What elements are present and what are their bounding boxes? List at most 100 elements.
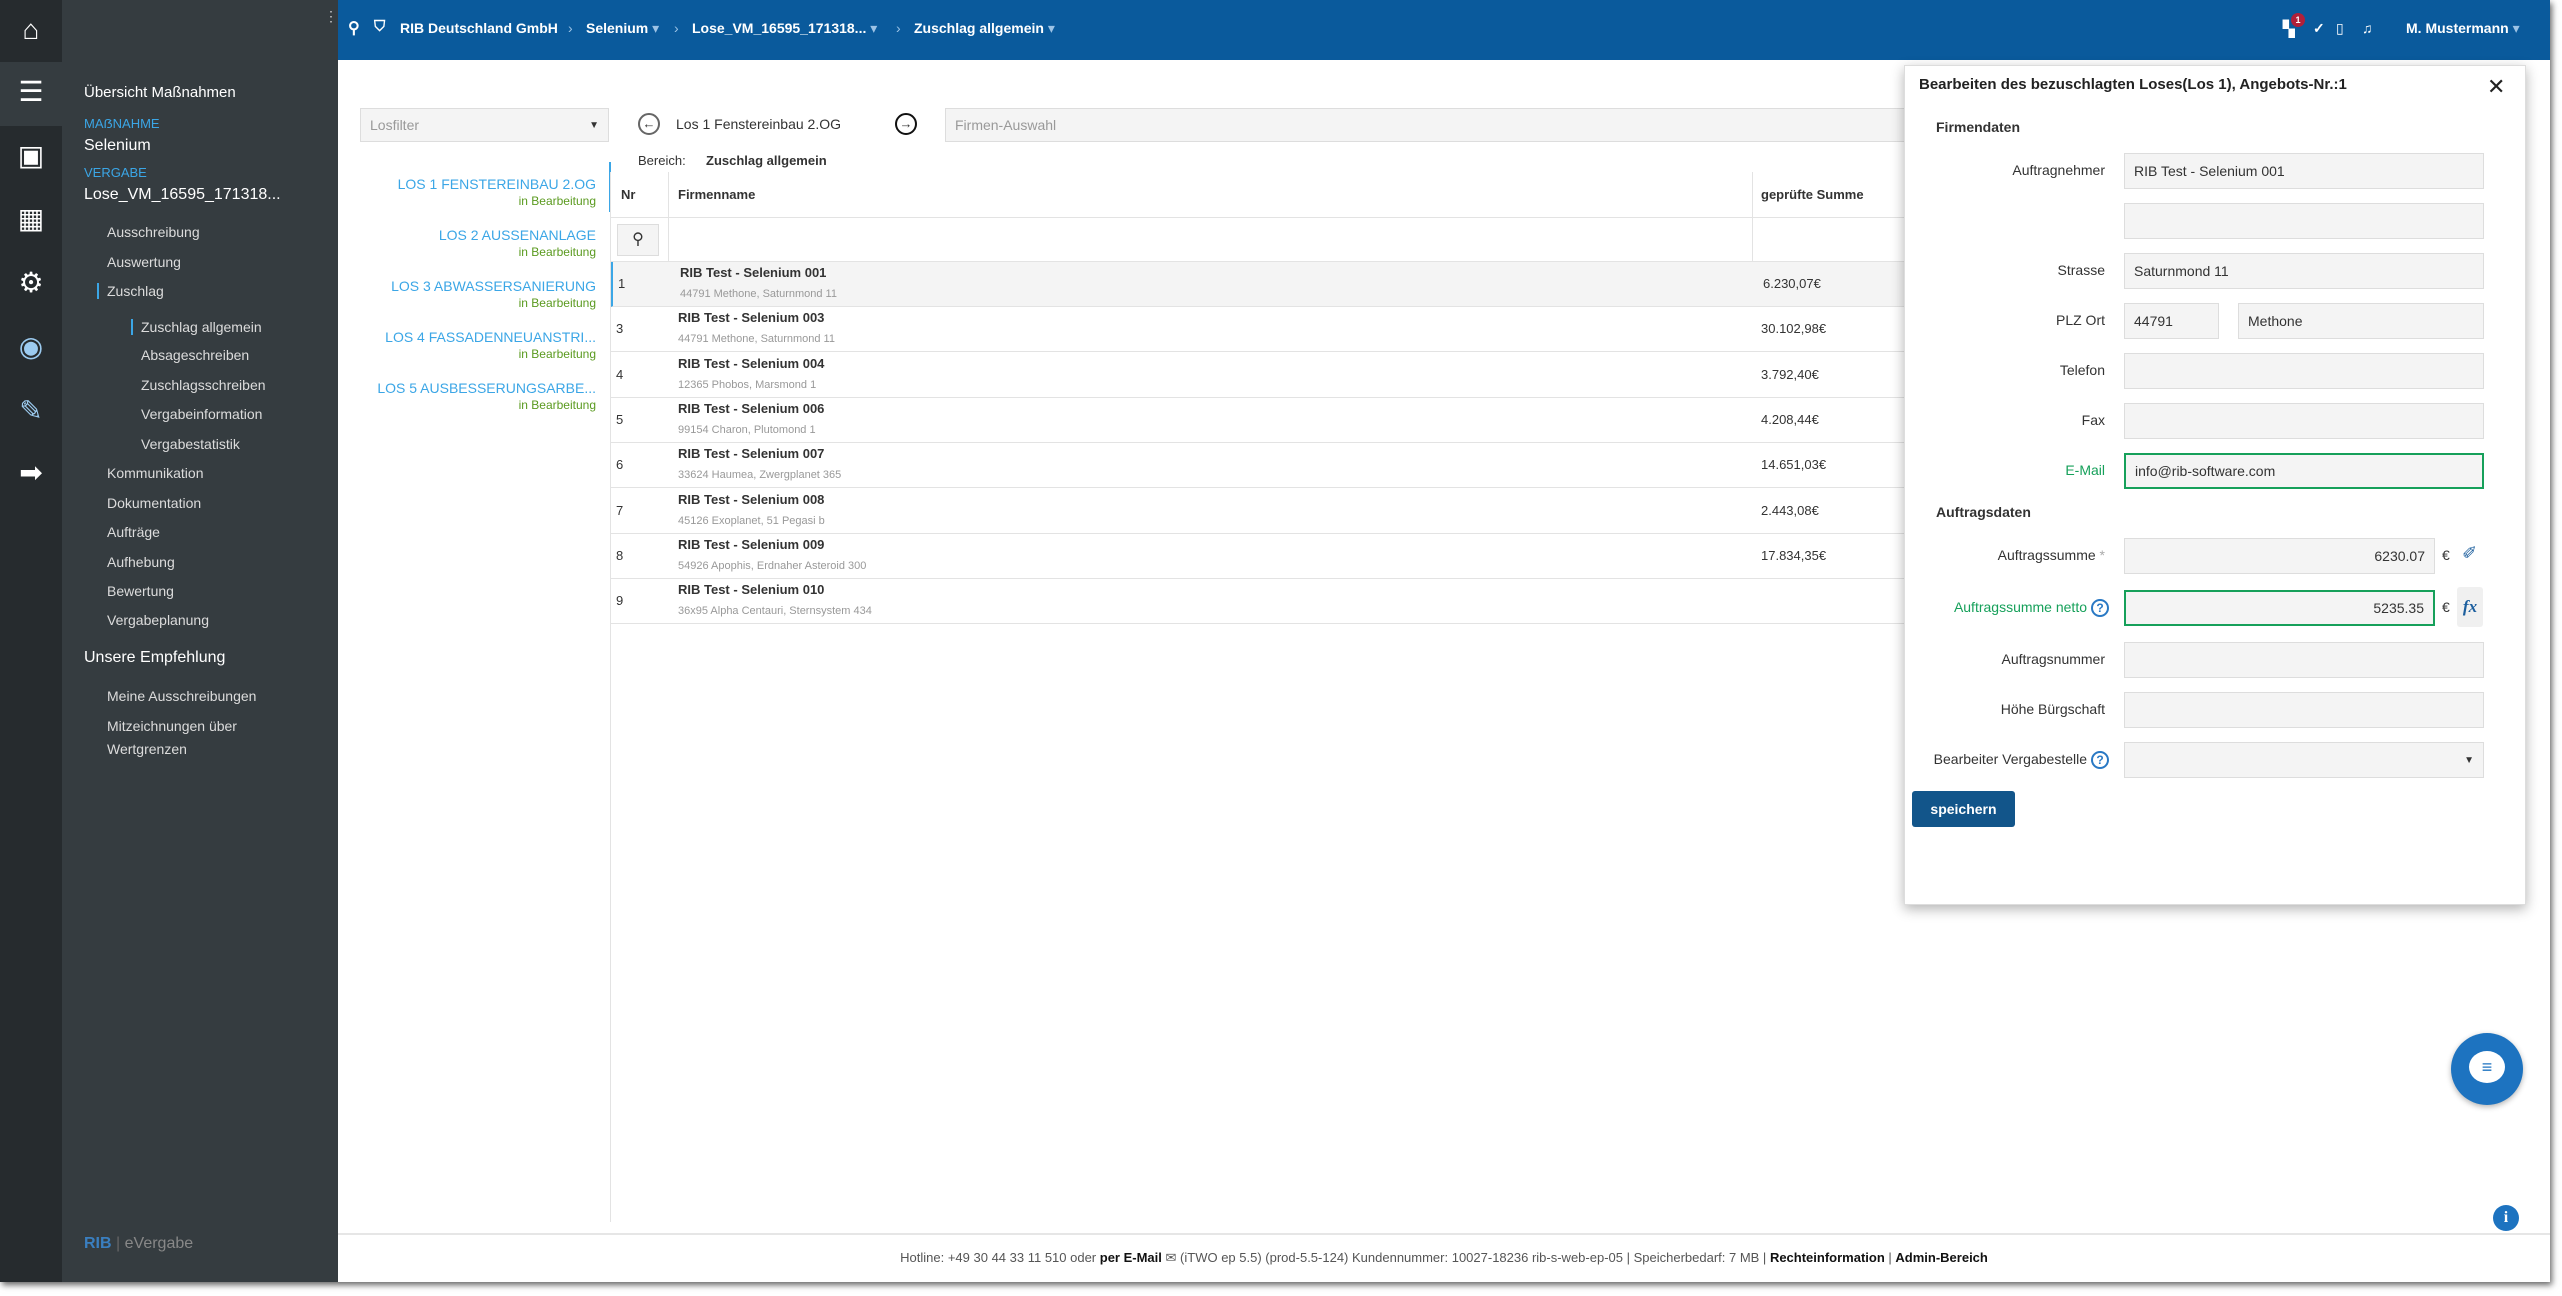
rechteinformation-link[interactable]: Rechteinformation [1769,1250,1885,1265]
paperclip-icon[interactable]: ✎ [19,395,43,426]
sidebar-item-meine-ausschreibungen[interactable]: Meine Ausschreibungen [107,688,257,704]
row-nr: 5 [616,411,624,427]
plz-input[interactable]: 44791 [2124,303,2219,339]
auftragnehmer2-input[interactable] [2124,203,2484,239]
row-summe: 14.651,03€ [1761,457,1827,473]
sidebar-item-zuschlag-allgemein[interactable]: Zuschlag allgemein [131,319,262,335]
home-icon[interactable]: ⌂ [22,14,40,45]
row-firmenname: RIB Test - Selenium 007 [678,446,825,462]
list-icon[interactable]: ☰ [18,76,44,107]
next-lot-icon[interactable]: → [895,113,917,135]
row-firmenname: RIB Test - Selenium 009 [678,536,825,552]
close-icon[interactable]: ✕ [2487,74,2506,99]
sidebar-item-vergabeinformation[interactable]: Vergabeinformation [141,406,263,422]
breadcrumb-vergabe[interactable]: Lose_VM_16595_171318... ▾ [692,20,878,36]
save-button[interactable]: speichern [1912,791,2015,827]
formula-icon[interactable]: fx [2457,587,2483,627]
lot-status: in Bearbeitung [518,296,596,310]
table-row[interactable]: 4 RIB Test - Selenium 004 12365 Phobos, Ma… [611,353,1904,398]
search-filter-button[interactable]: ⚲ [617,224,659,256]
sidebar-item-auswertung[interactable]: Auswertung [107,254,181,270]
table-row[interactable]: 1 RIB Test - Selenium 001 44791 Methone, S… [611,262,1904,307]
row-address: 44791 Methone, Saturnmond 11 [680,288,837,300]
col-nr[interactable]: Nr [621,187,636,202]
bearbeiter-label: Bearbeiter Vergabestelle? [1934,751,2109,770]
lot-item[interactable]: LOS 3 ABWASSERSANIERUNG in Bearbeitung [346,278,596,310]
previous-lot-icon[interactable]: ← [638,113,660,135]
logout-icon[interactable]: ➡ [19,457,43,488]
auftragsnummer-input[interactable] [2124,642,2484,678]
contact-icon[interactable]: ▣ [17,140,45,171]
telefon-input[interactable] [2124,353,2484,389]
table-row[interactable]: 5 RIB Test - Selenium 006 99154 Charon, Pl… [611,398,1904,443]
netto-input[interactable]: 5235.35 [2124,590,2435,626]
eyedropper-icon[interactable]: ✐ [2462,543,2478,563]
breadcrumb-page[interactable]: Zuschlag allgemein ▾ [914,20,1055,36]
kebab-menu-icon[interactable]: ⋮ [324,8,338,24]
sidebar-item-mitzeichnungen[interactable]: Mitzeichnungen über Wertgrenzen [107,718,237,757]
tasks-icon[interactable]: ▚ 1 [2283,13,2305,38]
table-row[interactable]: 7 RIB Test - Selenium 008 45126 Exoplanet,… [611,489,1904,534]
sidebar-item-vergabeplanung[interactable]: Vergabeplanung [107,612,209,628]
breadcrumb-company[interactable]: RIB Deutschland GmbH [400,20,558,36]
row-firmenname: RIB Test - Selenium 001 [680,265,827,280]
sidebar-item-aufhebung[interactable]: Aufhebung [107,554,175,570]
gear-icon[interactable]: ⚙ [18,267,44,298]
sidebar-item-absageschreiben[interactable]: Absageschreiben [141,347,250,363]
table-row[interactable]: 8 RIB Test - Selenium 009 54926 Apophis, E… [611,534,1904,579]
user-menu[interactable]: M. Mustermann ▾ [2406,20,2520,36]
sidebar-item-kommunikation[interactable]: Kommunikation [107,465,204,481]
vergabe-name[interactable]: Lose_VM_16595_171318... [84,186,281,203]
lot-item[interactable]: LOS 4 FASSADENNEUANSTRI... in Bearbeitung [346,329,596,361]
calendar-icon[interactable]: ▦ [17,203,45,234]
info-icon[interactable]: i [2493,1205,2519,1231]
sidebar-item-vergabestatistik[interactable]: Vergabestatistik [141,436,240,452]
auftragnehmer-input[interactable]: RIB Test - Selenium 001 [2124,153,2484,189]
search-icon[interactable]: ⚲ [348,20,360,37]
footer-info: (iTWO ep 5.5) (prod-5.5-124) Kundennumme… [1180,1250,1767,1265]
buergschaft-input[interactable] [2124,692,2484,728]
admin-bereich-link[interactable]: Admin-Bereich [1895,1250,1988,1265]
sidebar-overview[interactable]: Übersicht Maßnahmen [84,84,236,101]
telefon-label: Telefon [2059,362,2105,378]
lot-item[interactable]: LOS 5 AUSBESSERUNGSARBE... in Bearbeitung [346,380,596,412]
ort-input[interactable]: Methone [2238,303,2484,339]
sidebar-item-zuschlag[interactable]: Zuschlag [97,283,164,299]
sidebar-item-bewertung[interactable]: Bewertung [107,583,174,599]
sidebar-item-zuschlagsschreiben[interactable]: Zuschlagsschreiben [141,377,266,393]
bell-icon[interactable]: ♫ [2362,20,2373,36]
fax-label: Fax [2081,412,2105,428]
table-row[interactable]: 6 RIB Test - Selenium 007 33624 Haumea, Zw… [611,443,1904,489]
firmen-auswahl-input[interactable]: Firmen-Auswahl [945,108,1905,142]
bearbeiter-select[interactable]: ▼ [2124,742,2484,778]
icon-rail: ⌂ ☰ ▣ ▦ ⚙ ◉ ✎ ➡ [0,0,62,1282]
bookmark-icon[interactable]: ⛉ [374,18,386,35]
col-summe[interactable]: geprüfte Summe [1761,187,1864,202]
auftragssumme-input[interactable]: 6230.07 [2124,538,2435,574]
massnahme-name[interactable]: Selenium [84,137,151,154]
sidebar-item-dokumentation[interactable]: Dokumentation [107,495,202,511]
sidebar: ⋮ Übersicht Maßnahmen MAẞNAHME Selenium … [62,0,338,1282]
breadcrumb-massnahme[interactable]: Selenium ▾ [586,20,660,36]
chat-button[interactable]: ≡ [2451,1033,2523,1105]
lot-item[interactable]: LOS 1 FENSTEREINBAU 2.OG in Bearbeitung [346,176,596,208]
table-row[interactable]: 9 RIB Test - Selenium 010 36x95 Alpha Cent… [611,579,1904,625]
email-link[interactable]: per E-Mail [1099,1250,1162,1265]
auftragsdaten-heading: Auftragsdaten [1936,504,2031,520]
lot-status: in Bearbeitung [518,347,596,361]
lot-item[interactable]: LOS 2 AUSSENANLAGE in Bearbeitung [346,227,596,259]
sidebar-item-auftr-ge[interactable]: Aufträge [107,524,160,540]
document-edit-icon[interactable]: ▯ [2336,20,2344,36]
email-input[interactable]: info@rib-software.com [2124,453,2484,489]
fax-input[interactable] [2124,403,2484,439]
losfilter-select[interactable]: Losfilter ▼ [360,108,609,142]
accessibility-icon[interactable]: ◉ [18,331,44,362]
table-row[interactable]: 3 RIB Test - Selenium 003 44791 Methone, S… [611,307,1904,353]
sidebar-item-ausschreibung[interactable]: Ausschreibung [107,224,200,240]
notification-badge: 1 [2291,13,2305,27]
clipboard-icon[interactable]: ✓ [2313,20,2325,36]
auftragnehmer-label: Auftragnehmer [2012,162,2105,178]
col-firmenname[interactable]: Firmenname [678,187,756,202]
strasse-input[interactable]: Saturnmond 11 [2124,253,2484,289]
